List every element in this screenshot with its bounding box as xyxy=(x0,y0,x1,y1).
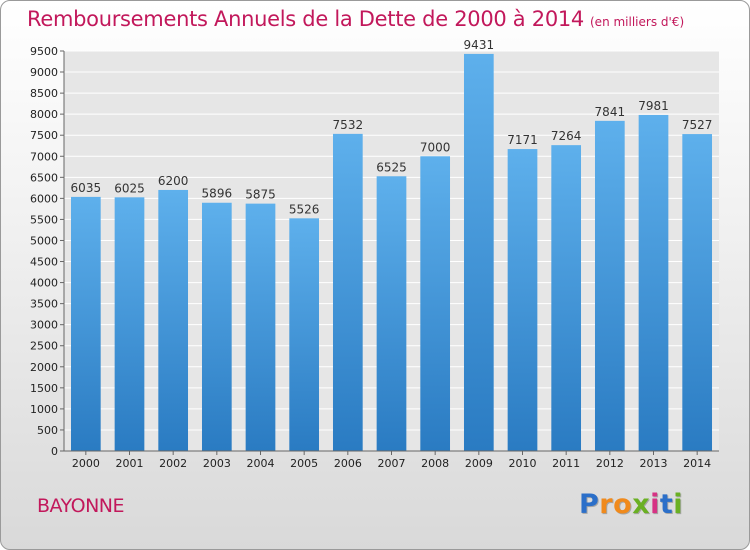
x-tick-label: 2001 xyxy=(116,457,144,470)
x-tick-label: 2008 xyxy=(421,457,449,470)
y-tick-label: 9000 xyxy=(30,66,58,79)
x-tick-label: 2002 xyxy=(159,457,187,470)
x-tick-label: 2004 xyxy=(247,457,275,470)
x-tick-label: 2006 xyxy=(334,457,362,470)
y-tick-label: 8000 xyxy=(30,108,58,121)
bar-value-label: 7532 xyxy=(333,118,364,132)
logo-letter: i xyxy=(673,489,684,520)
x-tick-label: 2003 xyxy=(203,457,231,470)
x-tick-label: 2005 xyxy=(290,457,318,470)
y-tick-label: 500 xyxy=(37,424,58,437)
bar-value-label: 7841 xyxy=(595,105,626,119)
logo-letter: P xyxy=(579,489,600,520)
bar-2008 xyxy=(420,156,451,451)
bar-value-label: 6035 xyxy=(71,181,102,195)
y-tick-label: 3500 xyxy=(30,298,58,311)
x-tick-label: 2011 xyxy=(552,457,580,470)
bar-value-label: 6200 xyxy=(158,174,189,188)
y-tick-label: 4000 xyxy=(30,277,58,290)
y-tick-label: 3000 xyxy=(30,319,58,332)
y-tick-label: 9500 xyxy=(30,45,58,58)
bar-2003 xyxy=(201,202,232,451)
bar-2010 xyxy=(507,149,538,451)
y-tick-label: 2000 xyxy=(30,361,58,374)
bar-value-label: 7264 xyxy=(551,129,582,143)
bar-value-label: 5896 xyxy=(202,187,233,201)
y-tick-label: 6500 xyxy=(30,171,58,184)
chart-title-text: Remboursements Annuels de la Dette de 20… xyxy=(27,7,584,31)
bar-2009 xyxy=(463,53,494,451)
bar-value-label: 9431 xyxy=(464,38,495,52)
y-tick-label: 6000 xyxy=(30,192,58,205)
bar-2006 xyxy=(332,133,363,451)
bar-2005 xyxy=(289,218,320,451)
bar-2002 xyxy=(158,189,189,451)
axes: 0 500 1000 1500 2000 2500 3000 3500 4000 4500 5000… xyxy=(30,45,719,470)
y-tick-label: 5000 xyxy=(30,234,58,247)
y-tick-label: 7500 xyxy=(30,129,58,142)
chart-subtitle: (en milliers d'€) xyxy=(590,15,685,29)
y-tick-label: 0 xyxy=(51,445,58,458)
bar-2014 xyxy=(682,134,713,452)
bar-value-label: 6525 xyxy=(376,160,407,174)
y-tick-label: 1000 xyxy=(30,403,58,416)
bar-value-label: 7527 xyxy=(682,118,713,132)
bars: 6035 6025 6200 5896 5875 5526 7532 6525 7000 9431… xyxy=(70,38,713,452)
bar-2012 xyxy=(594,120,625,451)
y-tick-label: 8500 xyxy=(30,87,58,100)
x-tick-label: 2013 xyxy=(640,457,668,470)
bar-value-label: 7000 xyxy=(420,140,451,154)
x-tick-label: 2009 xyxy=(465,457,493,470)
logo-letter: r xyxy=(599,489,614,520)
commune-name: BAYONNE xyxy=(37,495,125,517)
y-tick-label: 1500 xyxy=(30,382,58,395)
x-tick-label: 2007 xyxy=(378,457,406,470)
y-tick-label: 5500 xyxy=(30,213,58,226)
bar-value-label: 5875 xyxy=(245,188,276,202)
x-tick-label: 2014 xyxy=(683,457,711,470)
logo-letter: o xyxy=(613,489,633,520)
chart-title: Remboursements Annuels de la Dette de 20… xyxy=(27,7,684,31)
bar-value-label: 5526 xyxy=(289,202,320,216)
bar-2011 xyxy=(551,145,582,451)
bar-2000 xyxy=(70,196,101,451)
bar-2007 xyxy=(376,176,407,451)
logo-letter: x xyxy=(632,489,651,520)
y-tick-label: 7000 xyxy=(30,150,58,163)
proxiti-logo: Proxiti xyxy=(579,489,683,520)
x-tick-label: 2000 xyxy=(72,457,100,470)
bar-2004 xyxy=(245,203,276,451)
bar-2013 xyxy=(638,114,669,452)
bar-value-label: 7171 xyxy=(507,133,538,147)
y-tick-label: 4500 xyxy=(30,256,58,269)
bar-value-label: 6025 xyxy=(114,181,145,195)
x-tick-label: 2010 xyxy=(509,457,537,470)
logo-letter: t xyxy=(659,489,674,520)
bar-value-label: 7981 xyxy=(638,99,669,113)
y-tick-label: 2500 xyxy=(30,340,58,353)
bar-2001 xyxy=(114,197,145,451)
logo-letter: i xyxy=(650,489,660,520)
x-tick-label: 2012 xyxy=(596,457,624,470)
